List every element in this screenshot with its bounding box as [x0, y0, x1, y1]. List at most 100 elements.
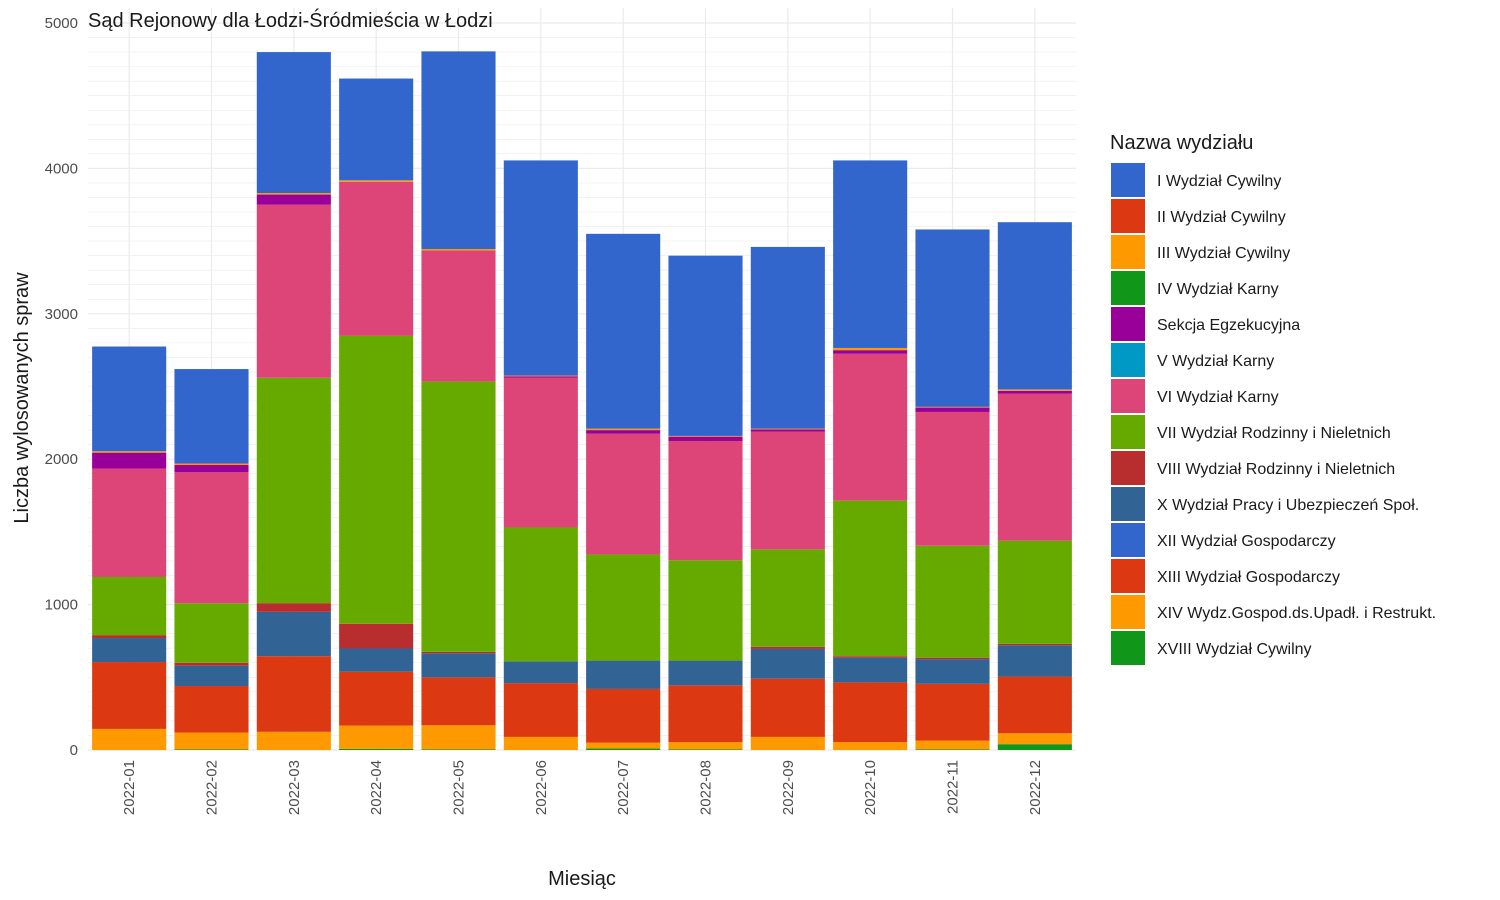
- x-tick-label: 2022-11: [945, 760, 962, 814]
- bar-segment: [915, 749, 990, 750]
- bar-segment: [174, 369, 249, 464]
- x-tick-label: 2022-01: [121, 760, 138, 815]
- bar-segment: [997, 744, 1072, 750]
- bar-segment: [915, 406, 990, 408]
- bar-segment: [339, 335, 414, 624]
- bar-segment: [339, 181, 414, 336]
- bar-segment: [92, 468, 167, 577]
- bar-segment: [997, 645, 1072, 677]
- y-axis-ticks: 0 1000 2000 3000 4000 5000: [45, 15, 78, 759]
- bar-segment: [503, 377, 578, 528]
- bar-segment: [92, 635, 167, 639]
- bar-segment: [174, 665, 249, 687]
- bar-segment: [915, 229, 990, 407]
- bar-segment: [668, 436, 743, 442]
- bar-segment: [586, 433, 661, 555]
- chart-title: Sąd Rejonowy dla Łodzi-Śródmieścia w Łod…: [88, 8, 493, 32]
- legend-label: VI Wydział Karny: [1157, 389, 1279, 406]
- bar-segment: [174, 463, 249, 466]
- y-tick-label: 1000: [45, 597, 78, 614]
- legend-label: IV Wydział Karny: [1157, 281, 1279, 298]
- bar-segment: [997, 390, 1072, 394]
- legend-title: Nazwa wydziału: [1110, 132, 1253, 154]
- legend-label: Sekcja Egzekucyjna: [1157, 317, 1300, 334]
- bar-segment: [750, 246, 825, 429]
- bar-segment: [750, 648, 825, 679]
- x-tick-label: 2022-10: [862, 760, 879, 815]
- bar-segment: [503, 527, 578, 662]
- bar-segment: [586, 428, 661, 431]
- bar-segment: [421, 749, 496, 750]
- bar-segment: [833, 500, 908, 657]
- bar-segment: [92, 346, 167, 452]
- bar-segment: [421, 653, 496, 678]
- bar-segment: [750, 549, 825, 647]
- legend-swatch: [1111, 487, 1145, 521]
- bar-segment: [503, 661, 578, 684]
- bar-segment: [339, 648, 414, 672]
- bar-segment: [421, 677, 496, 726]
- bar-segment: [750, 429, 825, 432]
- bar-segment: [339, 671, 414, 726]
- x-tick-label: 2022-12: [1027, 760, 1044, 815]
- bar-segment: [833, 353, 908, 501]
- bar-segment: [668, 660, 743, 686]
- bar-segment: [92, 576, 167, 636]
- bar-segment: [915, 659, 990, 684]
- x-tick-label: 2022-06: [533, 760, 550, 815]
- bar-segment: [997, 389, 1072, 391]
- bar-segment: [586, 660, 661, 689]
- x-tick-label: 2022-08: [698, 760, 715, 815]
- bar-segment: [256, 204, 331, 378]
- y-tick-label: 5000: [45, 15, 78, 32]
- bar-segment: [256, 603, 331, 612]
- bar-segment: [586, 748, 661, 750]
- x-tick-label: 2022-02: [204, 760, 221, 815]
- legend-swatch: [1111, 271, 1145, 305]
- legend-label: III Wydział Cywilny: [1157, 245, 1290, 262]
- legend-swatch: [1111, 379, 1145, 413]
- bar-segment: [421, 249, 496, 251]
- bar-segment: [256, 731, 331, 750]
- bar-segment: [174, 732, 249, 750]
- bar-segment: [668, 441, 743, 561]
- bar-segment: [833, 656, 908, 658]
- x-axis-ticks: 2022-01 2022-02 2022-03 2022-04 2022-05 2022-…: [121, 760, 1044, 815]
- legend-swatch: [1111, 199, 1145, 233]
- bar-segment: [421, 725, 496, 750]
- y-tick-label: 2000: [45, 451, 78, 468]
- y-tick-label: 4000: [45, 160, 78, 177]
- bar-segment: [915, 407, 990, 412]
- legend-swatch: [1111, 631, 1145, 665]
- bar-segment: [750, 431, 825, 550]
- legend-swatch: [1111, 595, 1145, 629]
- legend-label: X Wydział Pracy i Ubezpieczeń Społ.: [1157, 497, 1419, 514]
- bar-segment: [256, 193, 331, 195]
- bar-segment: [750, 646, 825, 649]
- legend-swatch: [1111, 235, 1145, 269]
- x-tick-label: 2022-05: [451, 760, 468, 815]
- x-tick-label: 2022-04: [368, 760, 385, 815]
- legend-swatch: [1111, 451, 1145, 485]
- bar-segment: [668, 685, 743, 743]
- bar-segment: [92, 728, 167, 750]
- legend-swatch: [1111, 307, 1145, 341]
- bar-segment: [92, 638, 167, 663]
- bar-segment: [668, 435, 743, 437]
- legend-swatch: [1111, 415, 1145, 449]
- bar-segment: [668, 742, 743, 750]
- legend-label: XII Wydział Gospodarczy: [1157, 533, 1336, 550]
- bar-segment: [339, 623, 414, 649]
- bar-segment: [833, 682, 908, 743]
- bar-segment: [174, 686, 249, 733]
- bar-segment: [92, 451, 167, 453]
- bar-segment: [421, 51, 496, 250]
- bar-segment: [421, 651, 496, 654]
- bar-segment: [915, 545, 990, 658]
- y-tick-label: 0: [70, 742, 78, 759]
- bar-segment: [997, 393, 1072, 541]
- bar-segment: [586, 233, 661, 429]
- bar-segment: [421, 381, 496, 652]
- legend-swatch: [1111, 523, 1145, 557]
- legend: Nazwa wydziału I Wydział Cywilny II Wydzi…: [1110, 132, 1436, 665]
